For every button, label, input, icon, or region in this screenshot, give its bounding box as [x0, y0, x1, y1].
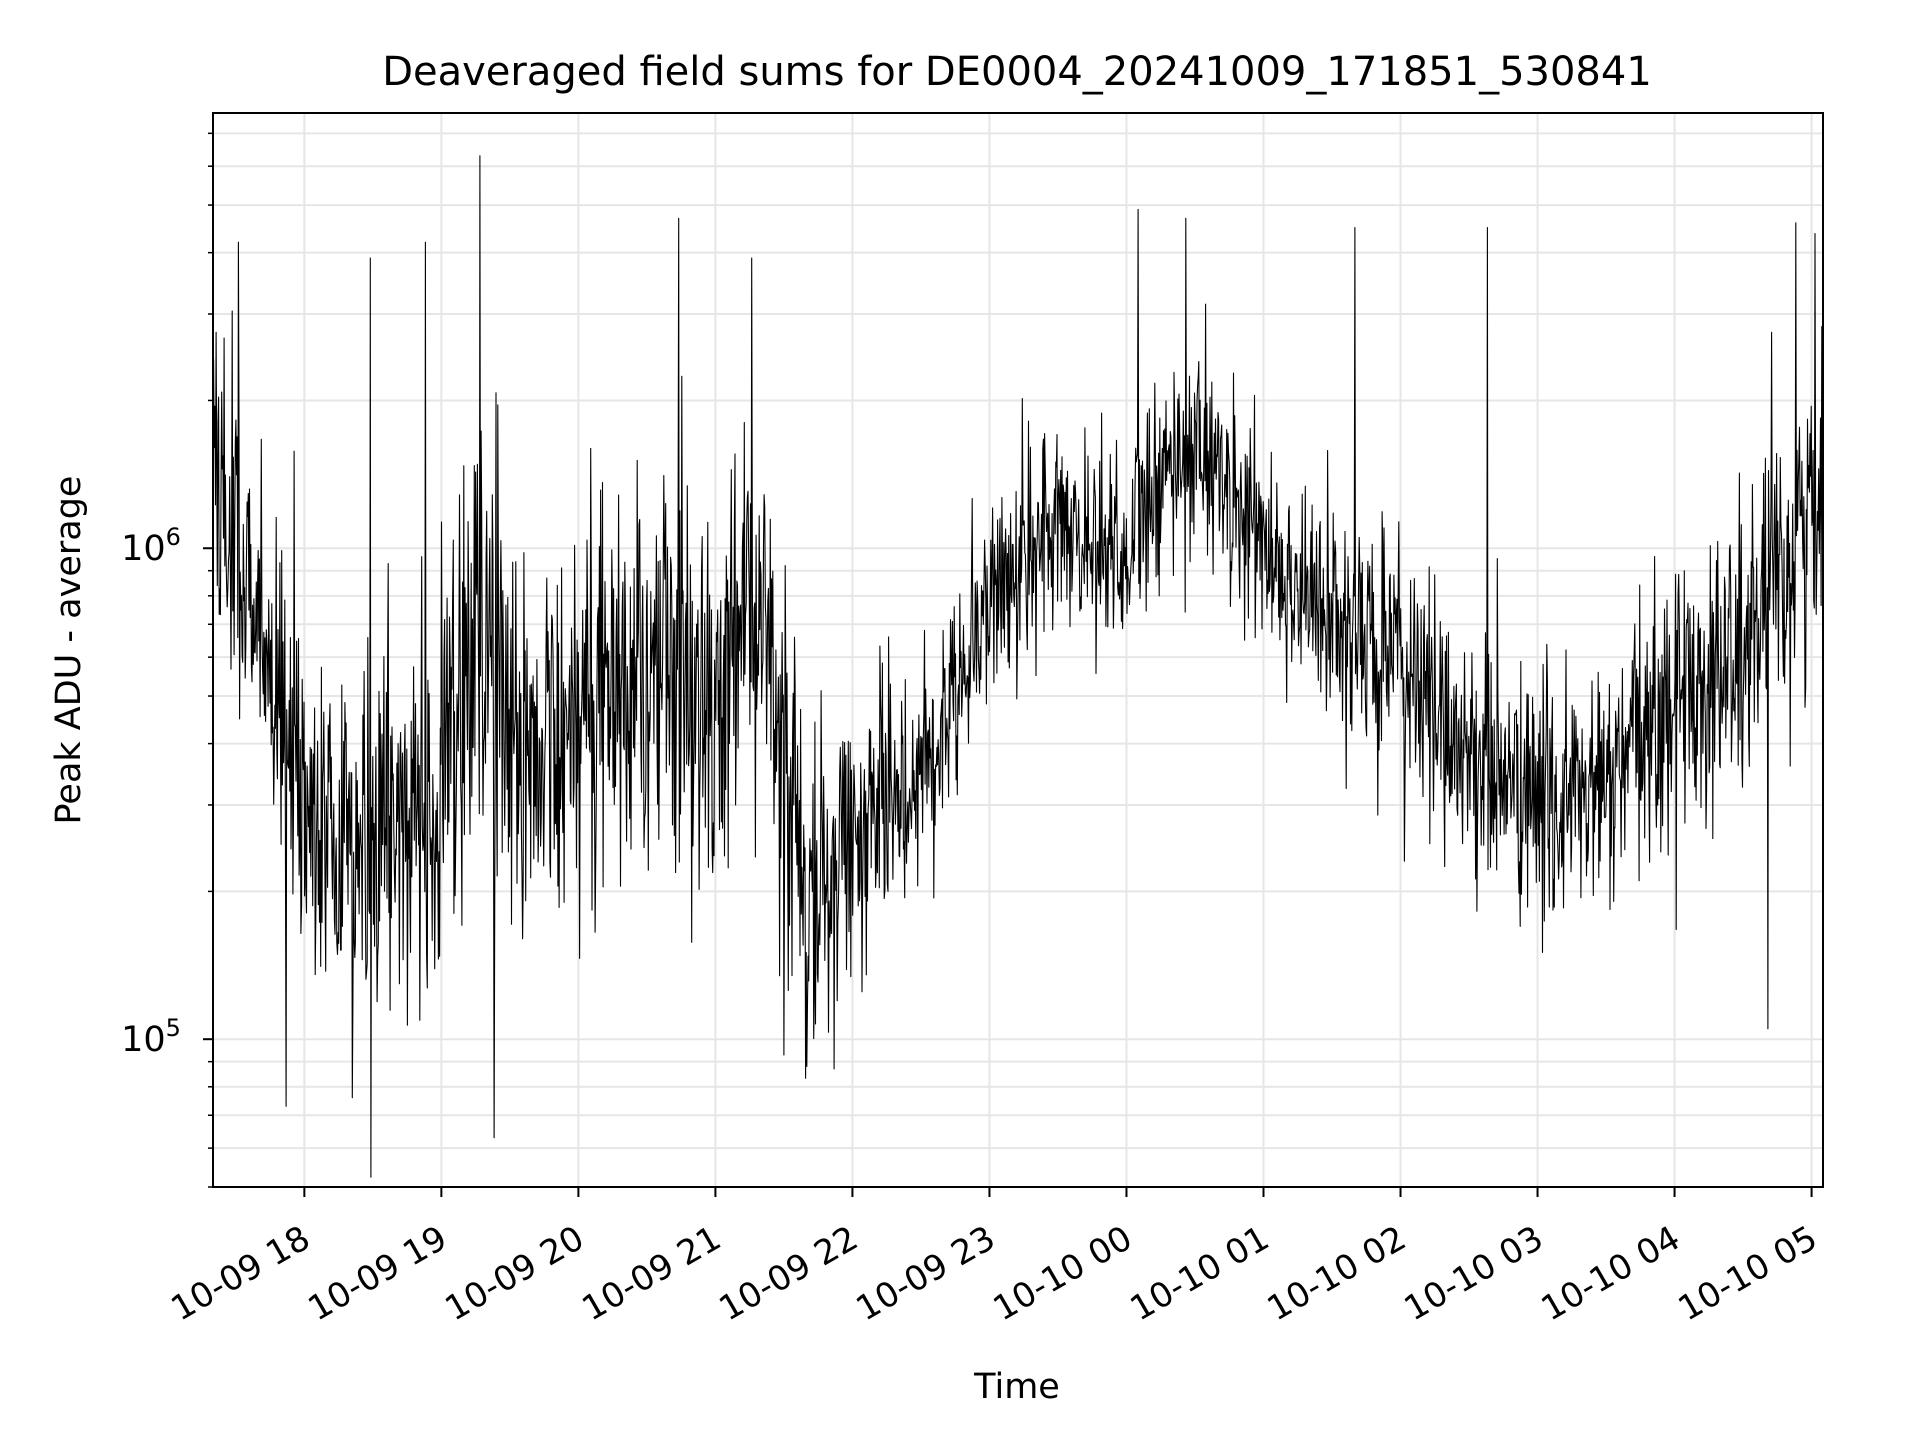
series-line	[212, 155, 1824, 1178]
series-path	[212, 155, 1824, 1178]
y-axis-label: Peak ADU - average	[49, 476, 89, 825]
plot-frame	[212, 112, 1824, 1188]
y-tick-label: 105	[121, 1014, 181, 1060]
chart-title: Deaveraged field sums for DE0004_2024100…	[382, 49, 1652, 95]
x-axis-label: Time	[973, 1367, 1060, 1407]
y-axis: 105 106	[121, 132, 213, 1188]
y-tick-label: 106	[121, 523, 181, 569]
